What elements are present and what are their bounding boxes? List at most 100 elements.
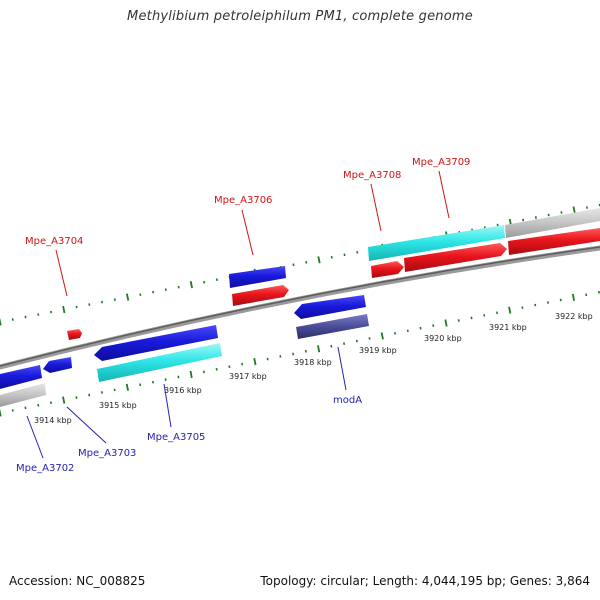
outer-ring-minor-tick [560, 211, 563, 214]
outer-ring-minor-tick [113, 298, 116, 301]
scale-label-3922: 3922 kbp [555, 312, 593, 321]
gene-mpe-a3705-blue[interactable] [94, 325, 218, 361]
outer-ring-minor-tick [50, 310, 53, 314]
genome-summary-text: Topology: circular; Length: 4,044,195 bp… [260, 574, 590, 588]
inner-ring-minor-tick [215, 367, 218, 371]
inner-ring-minor-tick [164, 378, 167, 381]
outer-ring-minor-tick [11, 318, 14, 321]
connector-moda [337, 346, 347, 391]
gene-mpe-a3704-arrow[interactable] [67, 329, 82, 340]
reverse-strand-genes [0, 295, 369, 407]
gene-mpe-a3706-red[interactable] [232, 285, 289, 306]
scale-label-3918: 3918 kbp [294, 358, 332, 367]
gene-mpe-a3706-blue[interactable] [229, 266, 286, 288]
gene-red-upper-right[interactable] [508, 228, 600, 255]
inner-ring-minor-tick [343, 342, 346, 345]
connector-mpe-a3704 [55, 249, 68, 297]
outer-ring-minor-tick [496, 223, 499, 227]
inner-ring-major-tick [125, 383, 129, 391]
scale-label-3919: 3919 kbp [359, 346, 397, 355]
gene-grey-upper-right[interactable] [505, 208, 600, 238]
gene-mpe-a3702-blue[interactable] [0, 365, 42, 389]
genome-backbone-highlight [0, 246, 600, 367]
inner-ring-minor-tick [546, 301, 549, 304]
scale-label-3914: 3914 kbp [34, 416, 72, 425]
gene-mpe-a3708-red[interactable] [371, 261, 404, 278]
inner-ring-minor-tick [151, 380, 154, 384]
outer-ring-minor-tick [164, 288, 167, 291]
forward-strand-genes [67, 208, 600, 340]
connector-mpe-a3706 [241, 209, 254, 256]
label-mpe-a3706: Mpe_A3706 [214, 195, 272, 206]
gene-labels: Mpe_A3704 Mpe_A3706 Mpe_A3708 Mpe_A3709 … [16, 157, 470, 474]
inner-ring-minor-tick [597, 290, 600, 294]
gene-label-connectors [26, 170, 450, 459]
inner-ring-minor-tick [419, 326, 422, 330]
gene-mpe-a3708-cyan[interactable] [368, 225, 505, 261]
label-mpe-a3705: Mpe_A3705 [147, 432, 205, 443]
connector-mpe-a3703 [66, 406, 107, 444]
gene-mpe-a3709-red[interactable] [404, 243, 507, 272]
outer-ring-minor-tick [292, 263, 295, 267]
inner-ring-minor-tick [534, 303, 537, 307]
inner-ring-major-tick [444, 319, 448, 327]
inner-ring-major-tick [508, 306, 512, 314]
inner-ring-minor-tick [330, 344, 333, 348]
label-mpe-a3702: Mpe_A3702 [16, 463, 74, 474]
inner-ring-minor-tick [11, 409, 14, 412]
scale-label-3916: 3916 kbp [164, 386, 202, 395]
gene-moda-slate[interactable] [296, 314, 369, 339]
inner-ring-major-tick [189, 370, 193, 379]
inner-ring-minor-tick [521, 306, 524, 309]
outer-ring-major-tick [0, 318, 2, 326]
inner-ring-minor-tick [355, 339, 358, 343]
inner-ring-minor-tick [304, 349, 307, 353]
inner-ring-minor-tick [228, 365, 231, 369]
outer-ring-minor-tick [37, 313, 40, 316]
inner-ring-minor-tick [394, 332, 397, 335]
outer-ring-minor-tick [75, 305, 78, 309]
inner-ring-minor-tick [75, 396, 78, 399]
gene-moda-blue[interactable] [294, 295, 366, 319]
connector-mpe-a3708 [370, 183, 382, 232]
outer-ring-minor-tick [139, 293, 142, 296]
connector-mpe-a3702 [26, 415, 44, 459]
inner-ring-minor-tick [432, 324, 435, 327]
accession-text: Accession: NC_008825 [9, 574, 146, 588]
outer-ring-minor-tick [101, 300, 104, 304]
scale-label-3921: 3921 kbp [489, 323, 527, 332]
outer-ring-major-tick [126, 293, 130, 301]
gene-mpe-a3703-blue[interactable] [43, 357, 72, 373]
outer-ring-major-tick [317, 256, 321, 264]
inner-ring-minor-tick [457, 319, 460, 322]
inner-ring-major-tick [317, 345, 321, 353]
outer-ring-minor-tick [305, 260, 308, 264]
inner-ring-major-tick [571, 293, 575, 301]
inner-ring-minor-tick [483, 314, 486, 317]
outer-ring-major-tick [572, 206, 576, 214]
inner-ring-minor-tick [37, 403, 40, 407]
outer-ring-major-tick [62, 305, 66, 314]
inner-ring-minor-tick [368, 337, 371, 340]
outer-ring-major-tick [189, 281, 193, 289]
outer-ring-minor-tick [177, 285, 180, 289]
inner-ring-minor-tick [100, 391, 103, 394]
gene-mpe-a3702-grey[interactable] [0, 383, 46, 407]
connector-mpe-a3705 [163, 383, 172, 428]
gene-mpe-a3705-cyan[interactable] [97, 343, 222, 382]
label-mpe-a3708: Mpe_A3708 [343, 170, 401, 181]
inner-ring-major-tick [0, 409, 2, 417]
outer-ring-minor-tick [330, 255, 333, 259]
outer-ring-minor-tick [522, 218, 525, 222]
scale-label-3917: 3917 kbp [229, 372, 267, 381]
inner-ring-major-tick [380, 332, 384, 340]
label-moda: modA [333, 395, 362, 406]
inner-ring-minor-tick [139, 383, 142, 387]
genome-title: Methylibium petroleiphilum PM1, complete… [127, 9, 473, 24]
scale-label-3920: 3920 kbp [424, 334, 462, 343]
outer-ring-minor-tick [203, 280, 206, 284]
connector-mpe-a3709 [438, 170, 450, 219]
inner-ring-major-tick [62, 396, 66, 404]
outer-ring-minor-tick [585, 206, 588, 209]
